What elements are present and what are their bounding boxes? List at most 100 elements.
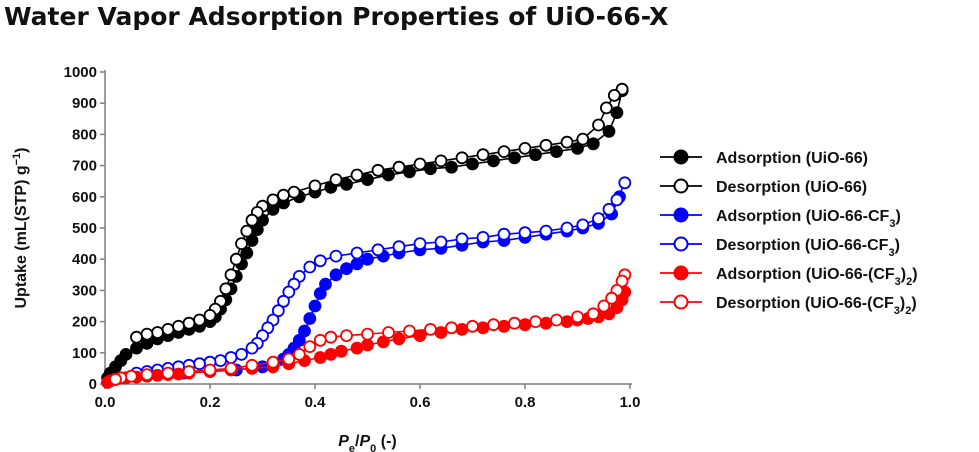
data-point [597, 299, 611, 313]
legend-label: Adsorption (UiO-66-(CF3)2) [716, 266, 918, 288]
data-point [329, 249, 343, 263]
data-point [340, 329, 353, 343]
data-point [313, 287, 327, 300]
data-point [455, 232, 469, 246]
data-point [193, 313, 206, 327]
legend-label: Adsorption (UiO-66-CF3) [716, 208, 901, 230]
y-tick-label: 200 [72, 314, 97, 331]
data-point [382, 168, 395, 182]
data-point [109, 372, 122, 386]
legend-marker [673, 294, 689, 310]
data-point [329, 268, 343, 282]
data-point [140, 368, 154, 382]
data-point [376, 335, 390, 349]
data-point [497, 227, 511, 241]
data-point [602, 124, 616, 138]
chart-title: Water Vapor Adsorption Properties of UiO… [4, 2, 669, 31]
data-point [508, 151, 521, 165]
data-point [445, 160, 458, 174]
legend-entry: Desorption (UiO-66-(CF3)2) [660, 294, 917, 317]
data-point [466, 319, 479, 333]
legend-marker [673, 149, 689, 165]
data-point [602, 202, 616, 216]
data-point [571, 310, 584, 324]
data-point [487, 154, 500, 168]
x-tick-label: 1.0 [620, 394, 641, 411]
data-point [124, 369, 138, 383]
data-point [434, 235, 448, 249]
data-point [224, 268, 238, 282]
data-point [392, 240, 406, 254]
legend-marker [673, 178, 689, 194]
data-point [615, 274, 629, 288]
data-point [292, 347, 306, 361]
data-point [529, 148, 542, 162]
data-point [576, 132, 590, 146]
data-point [382, 326, 395, 339]
data-point [361, 252, 374, 266]
data-point [203, 363, 217, 377]
data-point [586, 137, 600, 151]
data-point [600, 101, 613, 115]
data-point [455, 151, 469, 165]
data-point [292, 333, 306, 347]
data-point [308, 179, 322, 193]
data-point [224, 361, 238, 375]
data-point [518, 318, 532, 332]
data-point [476, 230, 490, 244]
y-tick-label: 700 [72, 158, 97, 175]
data-point [550, 145, 563, 159]
data-point [518, 226, 532, 240]
data-point [340, 262, 353, 276]
data-point [518, 141, 532, 155]
series-line [136, 88, 623, 338]
data-point [539, 316, 553, 330]
data-point [445, 321, 458, 335]
data-point [308, 299, 322, 313]
data-point [539, 224, 553, 238]
data-point [392, 332, 406, 346]
data-point [560, 221, 574, 235]
data-point [340, 177, 353, 191]
data-point [319, 277, 332, 291]
data-point [497, 145, 511, 159]
legend-entry: Adsorption (UiO-66-(CF3)2) [660, 265, 918, 288]
data-point [151, 326, 164, 339]
y-tick-label: 900 [72, 95, 97, 112]
data-point [413, 157, 427, 171]
series-3 [130, 176, 632, 380]
data-point [361, 173, 374, 187]
legend: Adsorption (UiO-66) Desorption (UiO-66) Ad… [660, 149, 918, 317]
data-point [271, 304, 285, 318]
data-point [130, 330, 143, 344]
data-point [303, 312, 317, 325]
data-point [303, 260, 317, 274]
data-point [203, 308, 217, 322]
legend-label: Desorption (UiO-66-CF3) [716, 237, 900, 259]
data-point [350, 341, 364, 355]
series-line [107, 196, 621, 384]
legend-entry: Desorption (UiO-66-CF3) [660, 236, 900, 259]
data-point [497, 319, 511, 333]
data-point [350, 246, 364, 260]
data-point [266, 355, 280, 369]
data-point [130, 341, 143, 355]
data-point [298, 324, 311, 338]
data-point [140, 327, 154, 341]
data-point [182, 316, 196, 330]
data-point [313, 351, 327, 364]
x-tick-label: 0.0 [95, 394, 116, 411]
x-axis-title: Pe/P0 (-) [338, 433, 396, 452]
data-point [235, 237, 248, 251]
data-point [219, 282, 233, 296]
data-point [576, 218, 590, 232]
legend-entry: Adsorption (UiO-66-CF3) [660, 207, 901, 230]
data-point [550, 313, 563, 327]
legend-label: Desorption (UiO-66) [716, 179, 867, 196]
data-point [371, 243, 385, 257]
y-axis-title: Uptake (mL(STP) g−1) [11, 148, 30, 309]
data-point [350, 168, 364, 182]
data-point [476, 148, 490, 162]
series-1 [130, 82, 629, 344]
data-point [324, 347, 338, 361]
